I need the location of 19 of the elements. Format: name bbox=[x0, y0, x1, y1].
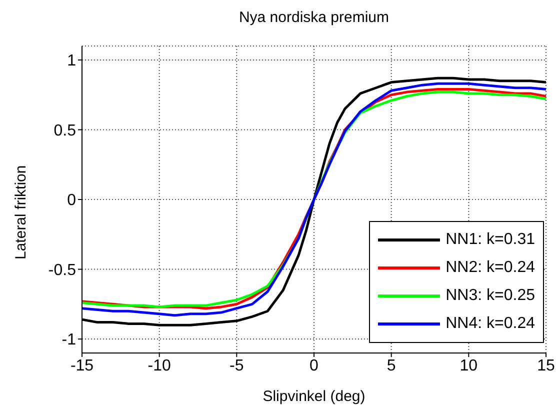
y-tick-label: -0.5 bbox=[48, 262, 76, 279]
y-tick-label: 1 bbox=[67, 52, 76, 70]
y-axis-title: Lateral friktion bbox=[12, 165, 30, 260]
legend-label: NN3: k=0.25 bbox=[446, 287, 535, 305]
x-tick-label: -15 bbox=[70, 357, 94, 374]
x-tick-label: -5 bbox=[230, 357, 244, 374]
x-tick-label: 15 bbox=[537, 357, 555, 374]
y-tick-label: 0.5 bbox=[54, 122, 76, 140]
x-tick-label: 5 bbox=[386, 357, 396, 374]
x-axis-title: Slipvinkel (deg) bbox=[262, 388, 366, 405]
y-tick-label: -1 bbox=[62, 332, 76, 349]
y-tick-label: 0 bbox=[67, 192, 76, 210]
chart-title: Nya nordiska premium bbox=[238, 8, 390, 28]
legend-label: NN2: k=0.24 bbox=[446, 259, 535, 277]
legend-label: NN4: k=0.24 bbox=[446, 315, 535, 333]
x-tick-label: 0 bbox=[310, 357, 319, 374]
x-tick-label: 10 bbox=[460, 357, 478, 374]
legend-label: NN1: k=0.31 bbox=[446, 231, 535, 249]
x-tick-label: -10 bbox=[148, 357, 171, 374]
